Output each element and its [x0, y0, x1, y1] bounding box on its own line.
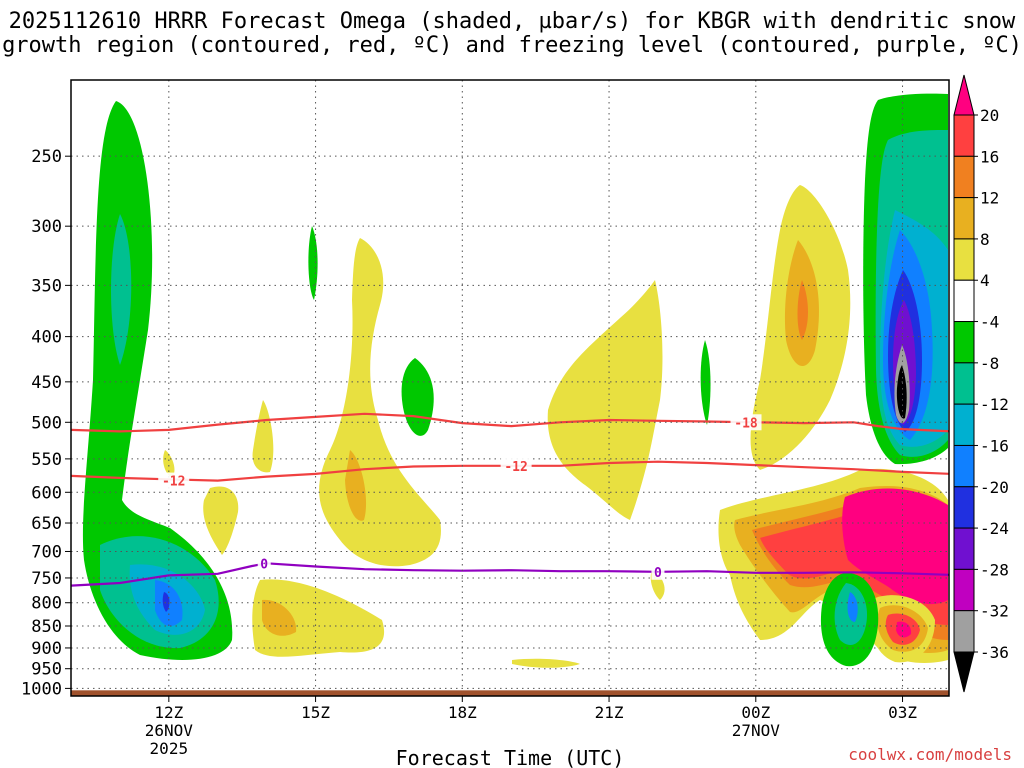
- contour-label-dgz-top-0: -18: [734, 416, 758, 431]
- y-tick-label-450: 450: [31, 373, 62, 393]
- colorbar-segment-1: [953, 155, 975, 199]
- x-tick-label-00Z: 00Z: [741, 703, 770, 722]
- y-tick-label-400: 400: [31, 328, 62, 348]
- y-tick-label-350: 350: [31, 276, 62, 296]
- colorbar-label-8: -16: [980, 436, 1009, 455]
- x-tick-label-12Z: 12Z: [154, 703, 183, 722]
- x-tick-label-15Z: 15Z: [301, 703, 330, 722]
- plot-frame: [70, 79, 950, 697]
- y-tick-label-800: 800: [31, 594, 62, 614]
- contour-label-bg-freezing-level-0: [257, 555, 271, 572]
- contour-label-dgz-bottom-0: -12: [162, 475, 185, 490]
- omega-region-02z-low-magenta: [842, 488, 948, 605]
- ground-surface: [71, 690, 949, 696]
- omega-region-14z-yellow: [252, 400, 274, 473]
- omega-region-02z-low-blue: [847, 592, 858, 622]
- y-tick-label-550: 550: [31, 450, 62, 470]
- colorbar-bottom-arrow: [953, 651, 975, 693]
- y-tick-label-900: 900: [31, 639, 62, 659]
- omega-region-13z-yellow: [203, 486, 239, 555]
- colorbar-segment-5: [953, 321, 975, 364]
- contour-label-dgz-bottom-1: -12: [504, 460, 527, 475]
- omega-region-2330z-green: [700, 340, 711, 425]
- contour-label-freezing-level-0: 0: [260, 557, 268, 572]
- colorbar-label-12: -32: [980, 602, 1009, 621]
- colorbar-label-13: -36: [980, 643, 1009, 662]
- y-tick-label-600: 600: [31, 483, 62, 503]
- omega-region-15z-green: [308, 226, 318, 300]
- grid-lines: [71, 80, 949, 696]
- contour-label-freezing-level-1: 0: [654, 566, 662, 581]
- colorbar-segment-10: [953, 527, 975, 570]
- contour-label-bg-freezing-level-1: [651, 563, 665, 580]
- y-tick-label-850: 850: [31, 617, 62, 637]
- omega-region-20z-yellow: [547, 280, 663, 520]
- x-tick-label-18Z: 18Z: [448, 703, 477, 722]
- contour-label-bg-dgz-top-0: [730, 414, 762, 431]
- colorbar-segment-6: [953, 362, 975, 405]
- y-tick-label-500: 500: [31, 413, 62, 433]
- colorbar-label-3: 8: [980, 230, 990, 249]
- omega-region-12z-upper-teal: [111, 214, 132, 365]
- x-tick-year-12Z: 2025: [150, 739, 189, 758]
- omega-region-1230z-yellow: [163, 450, 175, 478]
- colorbar-top-arrow: [953, 74, 975, 116]
- omega-region-12z-low-core: [162, 592, 170, 612]
- y-tick-label-750: 750: [31, 569, 62, 589]
- chart-title-line-1: 2025112610 HRRR Forecast Omega (shaded, …: [9, 9, 1016, 34]
- contour-freezing-level: [71, 562, 949, 587]
- y-tick-label-250: 250: [31, 147, 62, 167]
- colorbar-segment-9: [953, 486, 975, 529]
- y-axis: 2503003504004505005506006507007508008509…: [21, 147, 71, 699]
- y-tick-label-700: 700: [31, 542, 62, 562]
- colorbar-segment-8: [953, 444, 975, 488]
- colorbar-label-9: -20: [980, 478, 1009, 497]
- y-tick-label-950: 950: [31, 660, 62, 680]
- colorbar-label-5: -4: [980, 313, 999, 332]
- x-tick-label-03Z: 03Z: [888, 703, 917, 722]
- credit-text: coolwx.com/models: [848, 745, 1012, 764]
- colorbar-label-10: -24: [980, 519, 1009, 538]
- omega-region-03z-upper-black: [896, 365, 907, 419]
- omega-region-01z-upper-dark-orange: [797, 280, 808, 340]
- contour-labels: -18 -12 -12 0 0: [158, 414, 762, 581]
- colorbar-segment-12: [953, 610, 975, 653]
- x-tick-date-00Z: 27NOV: [732, 721, 781, 740]
- y-tick-label-1000: 1000: [21, 679, 62, 699]
- colorbar-label-7: -12: [980, 395, 1009, 414]
- shaded-fields: [71, 93, 949, 668]
- omega-region-14z-low-yellow: [252, 579, 385, 657]
- contour-label-bg-dgz-bottom-0: [158, 472, 190, 489]
- colorbar-label-0: 20: [980, 106, 999, 125]
- contour-dgz-top: [71, 412, 949, 433]
- colorbar-label-11: -28: [980, 560, 1009, 579]
- omega-region-20z-low-yellow: [512, 658, 580, 668]
- x-axis-title: Forecast Time (UTC): [396, 746, 625, 768]
- colorbar-segment-7: [953, 403, 975, 446]
- y-tick-label-300: 300: [31, 217, 62, 237]
- colorbar-segment-3: [953, 238, 975, 281]
- chart-title-line-2: growth region (contoured, red, ºC) and f…: [2, 33, 1022, 58]
- omega-region-16z-orange: [345, 450, 367, 521]
- x-tick-date-12Z: 26NOV: [145, 721, 194, 740]
- contour-label-bg-dgz-bottom-1: [500, 457, 532, 474]
- omega-region-14z-low-orange: [262, 599, 297, 636]
- x-tick-label-21Z: 21Z: [595, 703, 624, 722]
- colorbar-segment-0: [953, 114, 975, 157]
- colorbar-label-4: 4: [980, 271, 990, 290]
- colorbar-label-2: 12: [980, 189, 999, 208]
- colorbar-segment-2: [953, 197, 975, 240]
- colorbar-segment-11: [953, 568, 975, 612]
- colorbar: 20 16 12 8 4 -4 -8 -12 -16 -20 -24 -28 -32 -36: [953, 74, 1009, 693]
- colorbar-label-6: -8: [980, 354, 999, 373]
- y-tick-label-650: 650: [31, 514, 62, 534]
- colorbar-label-1: 16: [980, 147, 999, 166]
- colorbar-segment-4: [953, 279, 975, 323]
